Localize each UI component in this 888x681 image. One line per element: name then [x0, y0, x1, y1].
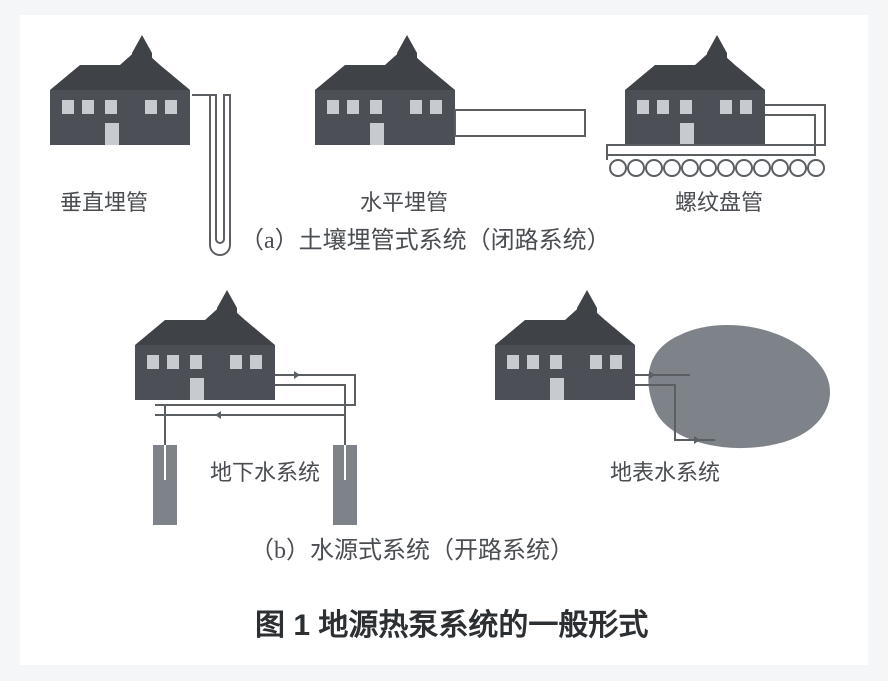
diagram-groundwater: [105, 280, 425, 540]
diagram-vertical-pipe: [30, 25, 260, 265]
diagram-horizontal-pipe: [305, 25, 595, 195]
figure-ground-source-heat-pump: 垂直埋管 水平埋管: [20, 15, 868, 665]
label-vertical-pipe: 垂直埋管: [60, 185, 148, 217]
label-surface-water: 地表水系统: [610, 455, 720, 487]
diagram-spiral-pipe: [605, 25, 865, 200]
label-spiral-pipe: 螺纹盘管: [675, 185, 763, 217]
label-groundwater: 地下水系统: [210, 455, 320, 487]
label-horizontal-pipe: 水平埋管: [360, 185, 448, 217]
figure-caption: 图 1 地源热泵系统的一般形式: [255, 600, 648, 644]
subcaption-a: （a）土壤埋管式系统（闭路系统）: [240, 220, 611, 255]
subcaption-b: （b）水源式系统（开路系统）: [250, 530, 574, 565]
